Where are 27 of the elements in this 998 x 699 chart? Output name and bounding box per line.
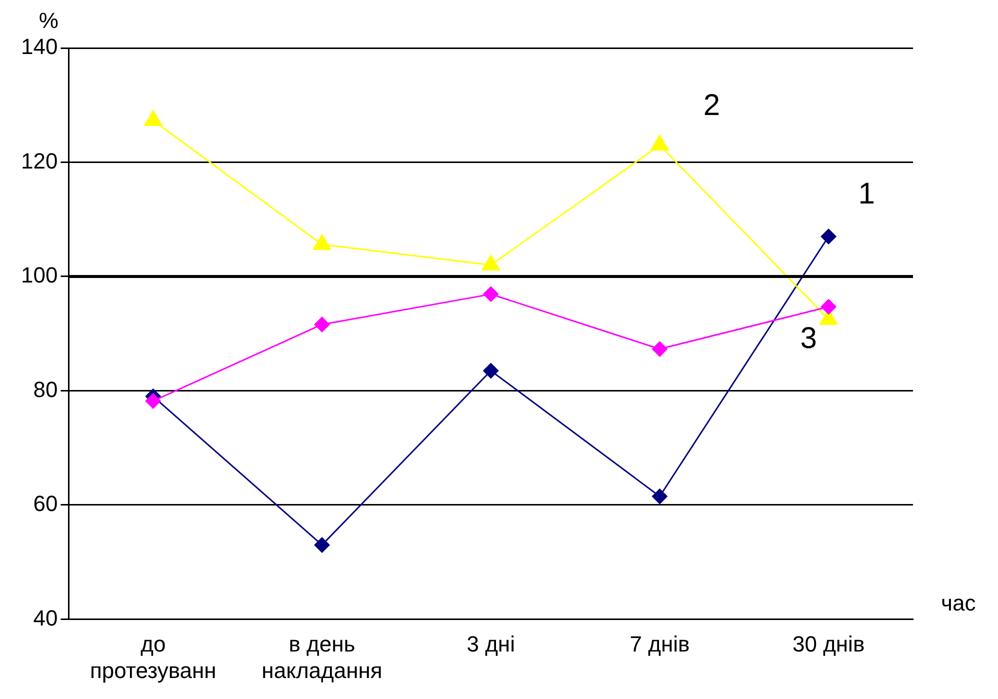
series-label: 1	[858, 178, 875, 211]
point	[482, 362, 499, 379]
x-tick-label: 3 дні	[466, 631, 515, 656]
x-tick-label: в день накладання	[262, 631, 382, 683]
point	[820, 298, 837, 315]
point	[652, 488, 668, 504]
point	[820, 228, 837, 244]
x-tick-label: до протезуванн	[90, 631, 216, 683]
x-tick-label: 7 днів	[630, 631, 690, 656]
y-tick-label: 80	[33, 376, 58, 402]
y-tick-label: 60	[33, 491, 58, 516]
x-axis-title: час	[941, 590, 976, 616]
y-tick-label: 120	[20, 148, 58, 174]
series-label: 3	[800, 322, 817, 356]
point	[652, 341, 668, 358]
y-tick-label: 140	[20, 34, 58, 60]
y-tick-label: 40	[33, 605, 58, 630]
point	[314, 316, 330, 332]
point	[482, 286, 499, 302]
y-axis-title: %	[38, 8, 58, 34]
x-tick-label: 30 днів	[792, 631, 865, 656]
series-label: 2	[703, 88, 720, 122]
point	[145, 393, 162, 409]
y-tick-label: 100	[20, 262, 58, 288]
point	[314, 536, 330, 553]
point	[144, 110, 163, 126]
point	[650, 134, 670, 151]
